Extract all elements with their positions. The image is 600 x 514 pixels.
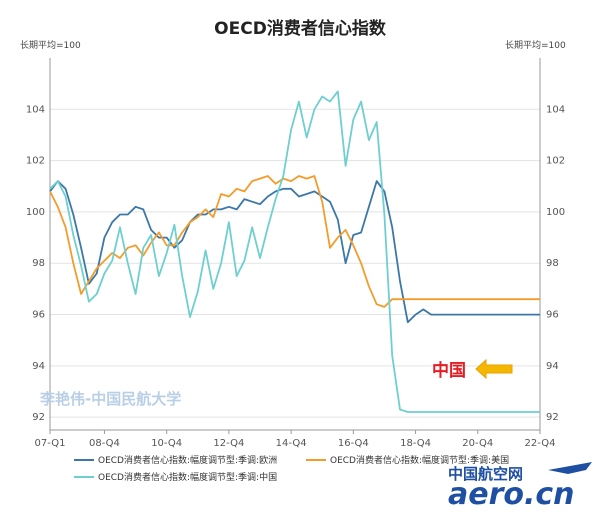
chart-title: OECD消费者信心指数 (214, 18, 387, 39)
left-y-axis: 92 94 96 98 100 102 104 (26, 104, 45, 423)
y-tick-label-right: 92 (546, 412, 559, 423)
x-tick-label: 10-Q4 (151, 438, 182, 449)
x-tick-label: 22-Q4 (525, 438, 556, 449)
plane-icon (548, 462, 592, 474)
arrow-left-icon (475, 358, 513, 380)
china-annotation: 中国 (432, 360, 466, 381)
x-tick-label: 16-Q4 (338, 438, 369, 449)
x-tick-label: 07-Q1 (35, 438, 66, 449)
left-unit-label: 长期平均=100 (20, 39, 81, 51)
y-tick-label-right: 102 (546, 156, 565, 167)
x-axis: 07-Q1 08-Q4 10-Q4 12-Q4 14-Q4 16-Q4 18-Q4 20-Q4… (35, 430, 556, 449)
x-tick-label: 14-Q4 (276, 438, 307, 449)
right-unit-label: 长期平均=100 (505, 39, 566, 51)
y-tick-label-right: 100 (546, 207, 565, 218)
series-line-2 (49, 90, 540, 413)
x-tick-label: 12-Q4 (213, 438, 244, 449)
y-tick-label-right: 98 (546, 258, 559, 269)
y-tick-label-left: 98 (32, 258, 45, 269)
series-lines (49, 90, 540, 413)
y-tick-label-left: 100 (26, 207, 45, 218)
y-tick-label-left: 92 (32, 412, 45, 423)
logo-english-text: aero.cn (448, 477, 575, 512)
x-tick-label: 18-Q4 (400, 438, 431, 449)
legend-label: OECD消费者信心指数:幅度调节型:季调:美国 (330, 454, 509, 466)
y-tick-label-left: 94 (32, 361, 45, 372)
y-tick-label-right: 104 (546, 104, 565, 115)
series-line-1 (49, 175, 540, 308)
series-line-0 (49, 180, 540, 324)
legend-label: OECD消费者信心指数:幅度调节型:季调:欧洲 (98, 454, 277, 466)
y-tick-label-left: 96 (32, 310, 45, 321)
y-tick-label-left: 102 (26, 156, 45, 167)
legend-label: OECD消费者信心指数:幅度调节型:季调:中国 (98, 471, 277, 483)
logo-chinese-text: 中国航空网 (448, 465, 523, 483)
x-tick-label: 20-Q4 (462, 438, 493, 449)
aero-logo: 中国航空网 aero.cn (448, 462, 592, 512)
gridlines (50, 108, 540, 418)
watermark: 李艳伟-中国民航大学 (39, 390, 181, 408)
right-y-axis: 92 94 96 98 100 102 104 (546, 104, 565, 423)
x-tick-label: 08-Q4 (89, 438, 120, 449)
y-tick-label-right: 94 (546, 361, 559, 372)
y-tick-label-right: 96 (546, 310, 559, 321)
legend: OECD消费者信心指数:幅度调节型:季调:欧洲 OECD消费者信心指数:幅度调节型… (74, 454, 509, 483)
y-tick-label-left: 104 (26, 104, 45, 115)
